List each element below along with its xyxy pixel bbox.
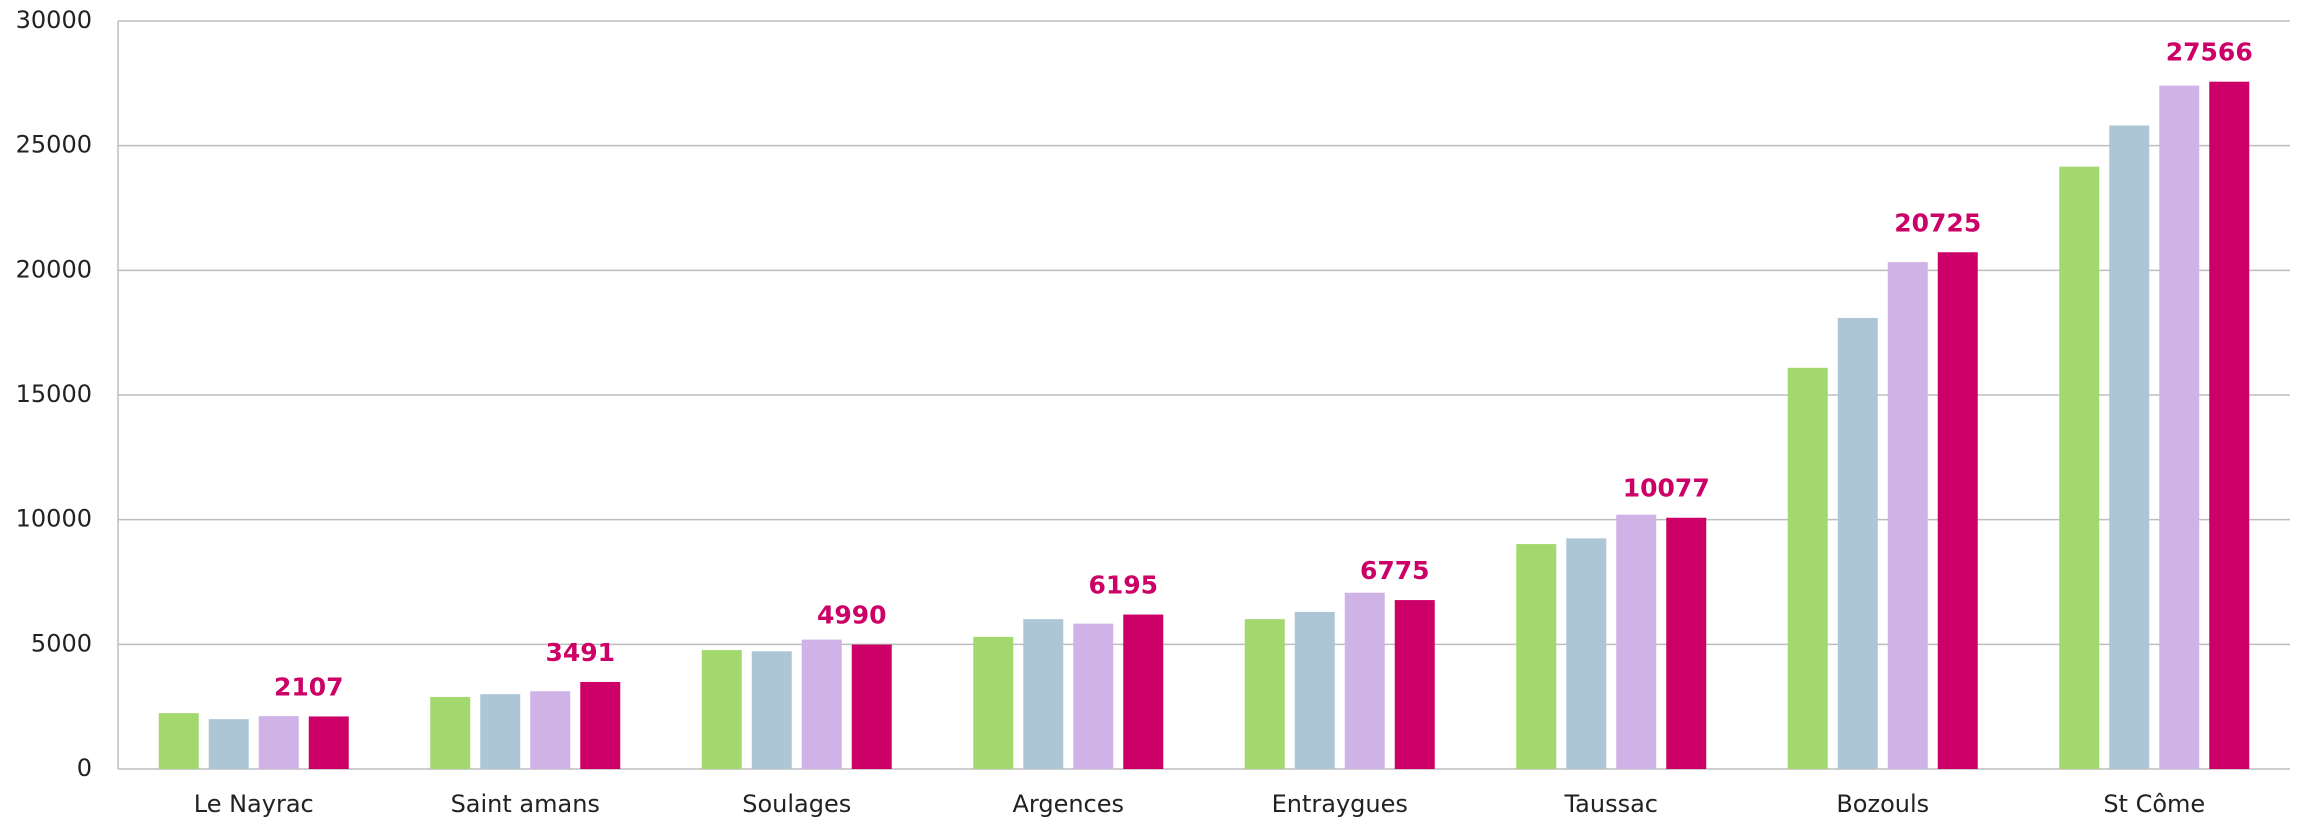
x-tick-label: Entraygues (1272, 790, 1408, 818)
bar (580, 681, 621, 769)
bar (2209, 81, 2250, 769)
y-tick-label: 15000 (16, 380, 92, 408)
y-tick-label: 20000 (16, 255, 92, 283)
bar (480, 694, 521, 769)
bar (751, 651, 792, 769)
bar (1294, 611, 1335, 769)
bar (2059, 166, 2100, 770)
y-tick-label: 30000 (16, 6, 92, 34)
data-label: 10077 (1623, 474, 1710, 503)
bar (1123, 614, 1164, 769)
data-label: 3491 (545, 638, 615, 667)
x-tick-label: Soulages (742, 790, 851, 818)
bar (530, 691, 571, 769)
bar (1244, 619, 1285, 769)
bar (158, 713, 199, 769)
data-label: 20725 (1894, 208, 1981, 237)
bar (1837, 317, 1878, 769)
bar (851, 644, 892, 769)
bar (1073, 623, 1114, 769)
x-tick-label: Bozouls (1836, 790, 1929, 818)
data-label: 6775 (1360, 556, 1430, 585)
bar (973, 636, 1014, 769)
data-label: 27566 (2166, 38, 2253, 67)
bar (1566, 538, 1607, 769)
bar (208, 719, 249, 769)
bar (1787, 367, 1828, 769)
bar (1666, 517, 1707, 769)
data-label: 6195 (1088, 571, 1158, 600)
bar (1616, 514, 1657, 769)
bar (308, 716, 349, 769)
bar (1887, 262, 1928, 769)
bar (430, 696, 471, 769)
x-tick-label: Argences (1012, 790, 1124, 818)
bar (1937, 252, 1978, 770)
x-tick-label: Le Nayrac (194, 790, 314, 818)
bar (1344, 592, 1385, 769)
bar (258, 716, 299, 769)
y-tick-label: 25000 (16, 131, 92, 159)
data-label: 2107 (274, 672, 344, 701)
bar (701, 650, 742, 769)
y-tick-label: 10000 (16, 505, 92, 533)
y-tick-label: 0 (77, 754, 92, 782)
data-label: 4990 (817, 601, 887, 630)
x-tick-label: St Côme (2103, 790, 2205, 818)
bar (2159, 85, 2200, 769)
bar (1394, 600, 1435, 769)
bar (1023, 619, 1064, 769)
bar (801, 639, 842, 769)
y-tick-label: 5000 (31, 629, 92, 657)
bar (1516, 544, 1557, 769)
x-tick-label: Taussac (1563, 790, 1658, 818)
x-tick-label: Saint amans (451, 790, 600, 818)
bar (2109, 125, 2150, 770)
